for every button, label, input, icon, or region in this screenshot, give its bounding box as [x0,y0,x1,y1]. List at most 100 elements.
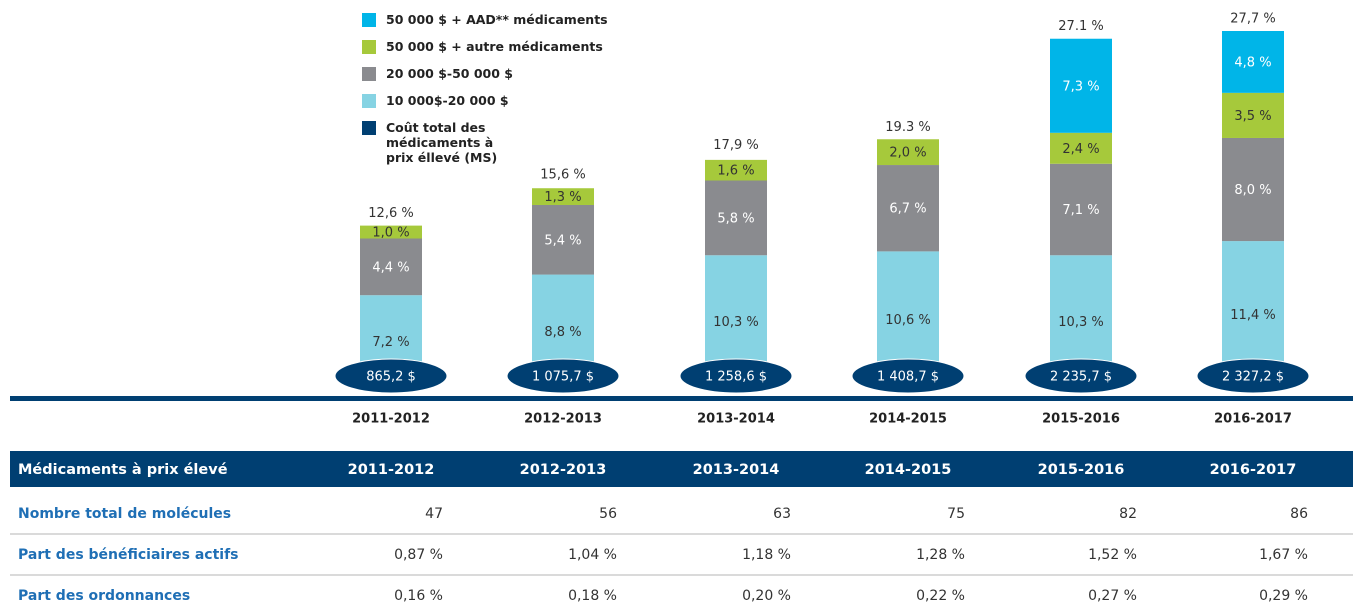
cost-label: 865,2 $ [366,370,416,385]
total-label: 15,6 % [540,167,585,182]
legend-swatch [362,40,376,54]
bar-segment [360,225,422,239]
x-tick-label: 2015-2016 [1042,412,1120,427]
bar-segment [1050,163,1112,256]
table-cell: 0,16 % [394,588,443,604]
x-tick-label: 2016-2017 [1214,412,1292,427]
table-cell: 75 [947,506,965,522]
legend-swatch [362,94,376,108]
segment-label: 10,3 % [1058,315,1103,330]
segment-label: 8,0 % [1234,183,1271,198]
table-cell: 0,87 % [394,547,443,563]
table-cell: 1,18 % [742,547,791,563]
bar-segment [877,139,939,166]
table-cell: 63 [773,506,791,522]
bar-segment [532,204,594,275]
legend-swatch [362,13,376,27]
x-tick-label: 2011-2012 [352,412,430,427]
bar-segment [1222,92,1284,138]
segment-label: 10,3 % [713,315,758,330]
table-cell: 0,18 % [568,588,617,604]
legend: 50 000 $ + AAD** médicaments 50 000 $ + a… [362,12,646,177]
bar-segment [705,180,767,256]
legend-item: Coût total des médicaments à prix éllevé… [362,120,646,165]
segment-label: 1,6 % [717,164,754,179]
table-header [10,451,1353,487]
total-label: 27.1 % [1058,19,1103,34]
total-label: 19.3 % [885,120,930,135]
total-label: 17,9 % [713,138,758,153]
table-cell: Nombre total de molécules [18,506,231,522]
table-cell: 0,27 % [1088,588,1137,604]
x-tick-label: 2014-2015 [869,412,947,427]
bar-segment [360,238,422,296]
table-header-cell: 2015-2016 [1038,462,1125,478]
table-cell: 86 [1290,506,1308,522]
bar-segment [1050,132,1112,164]
segment-label: 3,5 % [1234,109,1271,124]
bar-segment [1222,31,1284,93]
legend-label: 20 000 $-50 000 $ [386,66,513,81]
segment-label: 6,7 % [889,202,926,217]
cost-ellipse [679,358,793,394]
cost-ellipse [1024,358,1138,394]
table-cell: Part des ordonnances [18,588,190,604]
bar-segment [877,165,939,252]
baseline [10,396,1353,401]
segment-label: 1,3 % [544,190,581,205]
cost-label: 2 327,2 $ [1222,370,1284,385]
table-cell: 0,22 % [916,588,965,604]
table-header-cell: 2012-2013 [520,462,607,478]
cost-label: 1 408,7 $ [877,370,939,385]
legend-label: 10 000$-20 000 $ [386,93,509,108]
segment-label: 4,8 % [1234,55,1271,70]
table-cell: 1,28 % [916,547,965,563]
table-header-cell: 2016-2017 [1210,462,1297,478]
legend-item: 10 000$-20 000 $ [362,93,646,108]
legend-swatch [362,121,376,135]
table-header-cell: 2011-2012 [348,462,435,478]
table-header-cell: Médicaments à prix élevé [18,462,228,478]
segment-label: 4,4 % [372,260,409,275]
segment-label: 2,4 % [1062,142,1099,157]
segment-label: 11,4 % [1230,308,1275,323]
table-header-cell: 2014-2015 [865,462,952,478]
total-label: 27,7 % [1230,12,1275,27]
table-cell: 47 [425,506,443,522]
bar-segment [1050,38,1112,133]
segment-label: 1,0 % [372,226,409,241]
table-cell: 82 [1119,506,1137,522]
table-header-cell: 2013-2014 [693,462,780,478]
table-cell: 1,67 % [1259,547,1308,563]
legend-label: Coût total des médicaments à prix éllevé… [386,120,498,165]
x-tick-label: 2013-2014 [697,412,775,427]
segment-label: 2,0 % [889,146,926,161]
cost-label: 1 258,6 $ [705,370,767,385]
table-cell: 1,52 % [1088,547,1137,563]
segment-label: 10,6 % [885,313,930,328]
segment-label: 7,2 % [372,335,409,350]
cost-ellipse [851,358,965,394]
segment-label: 5,8 % [717,211,754,226]
table-cell: 1,04 % [568,547,617,563]
cost-ellipse [506,358,620,394]
table-cell: Part des bénéficiaires actifs [18,547,239,563]
segment-label: 8,8 % [544,325,581,340]
total-label: 12,6 % [368,206,413,221]
bar-segment [532,188,594,205]
bar-segment [705,159,767,181]
legend-label: 50 000 $ + AAD** médicaments [386,12,608,27]
legend-item: 50 000 $ + autre médicaments [362,39,646,54]
table-cell: 0,20 % [742,588,791,604]
legend-item: 50 000 $ + AAD** médicaments [362,12,646,27]
cost-label: 2 235,7 $ [1050,370,1112,385]
table-cell: 56 [599,506,617,522]
legend-label: 50 000 $ + autre médicaments [386,39,603,54]
legend-swatch [362,67,376,81]
cost-ellipse [1196,358,1310,394]
bar-segment [1222,137,1284,242]
cost-label: 1 075,7 $ [532,370,594,385]
cost-ellipse [334,358,448,394]
